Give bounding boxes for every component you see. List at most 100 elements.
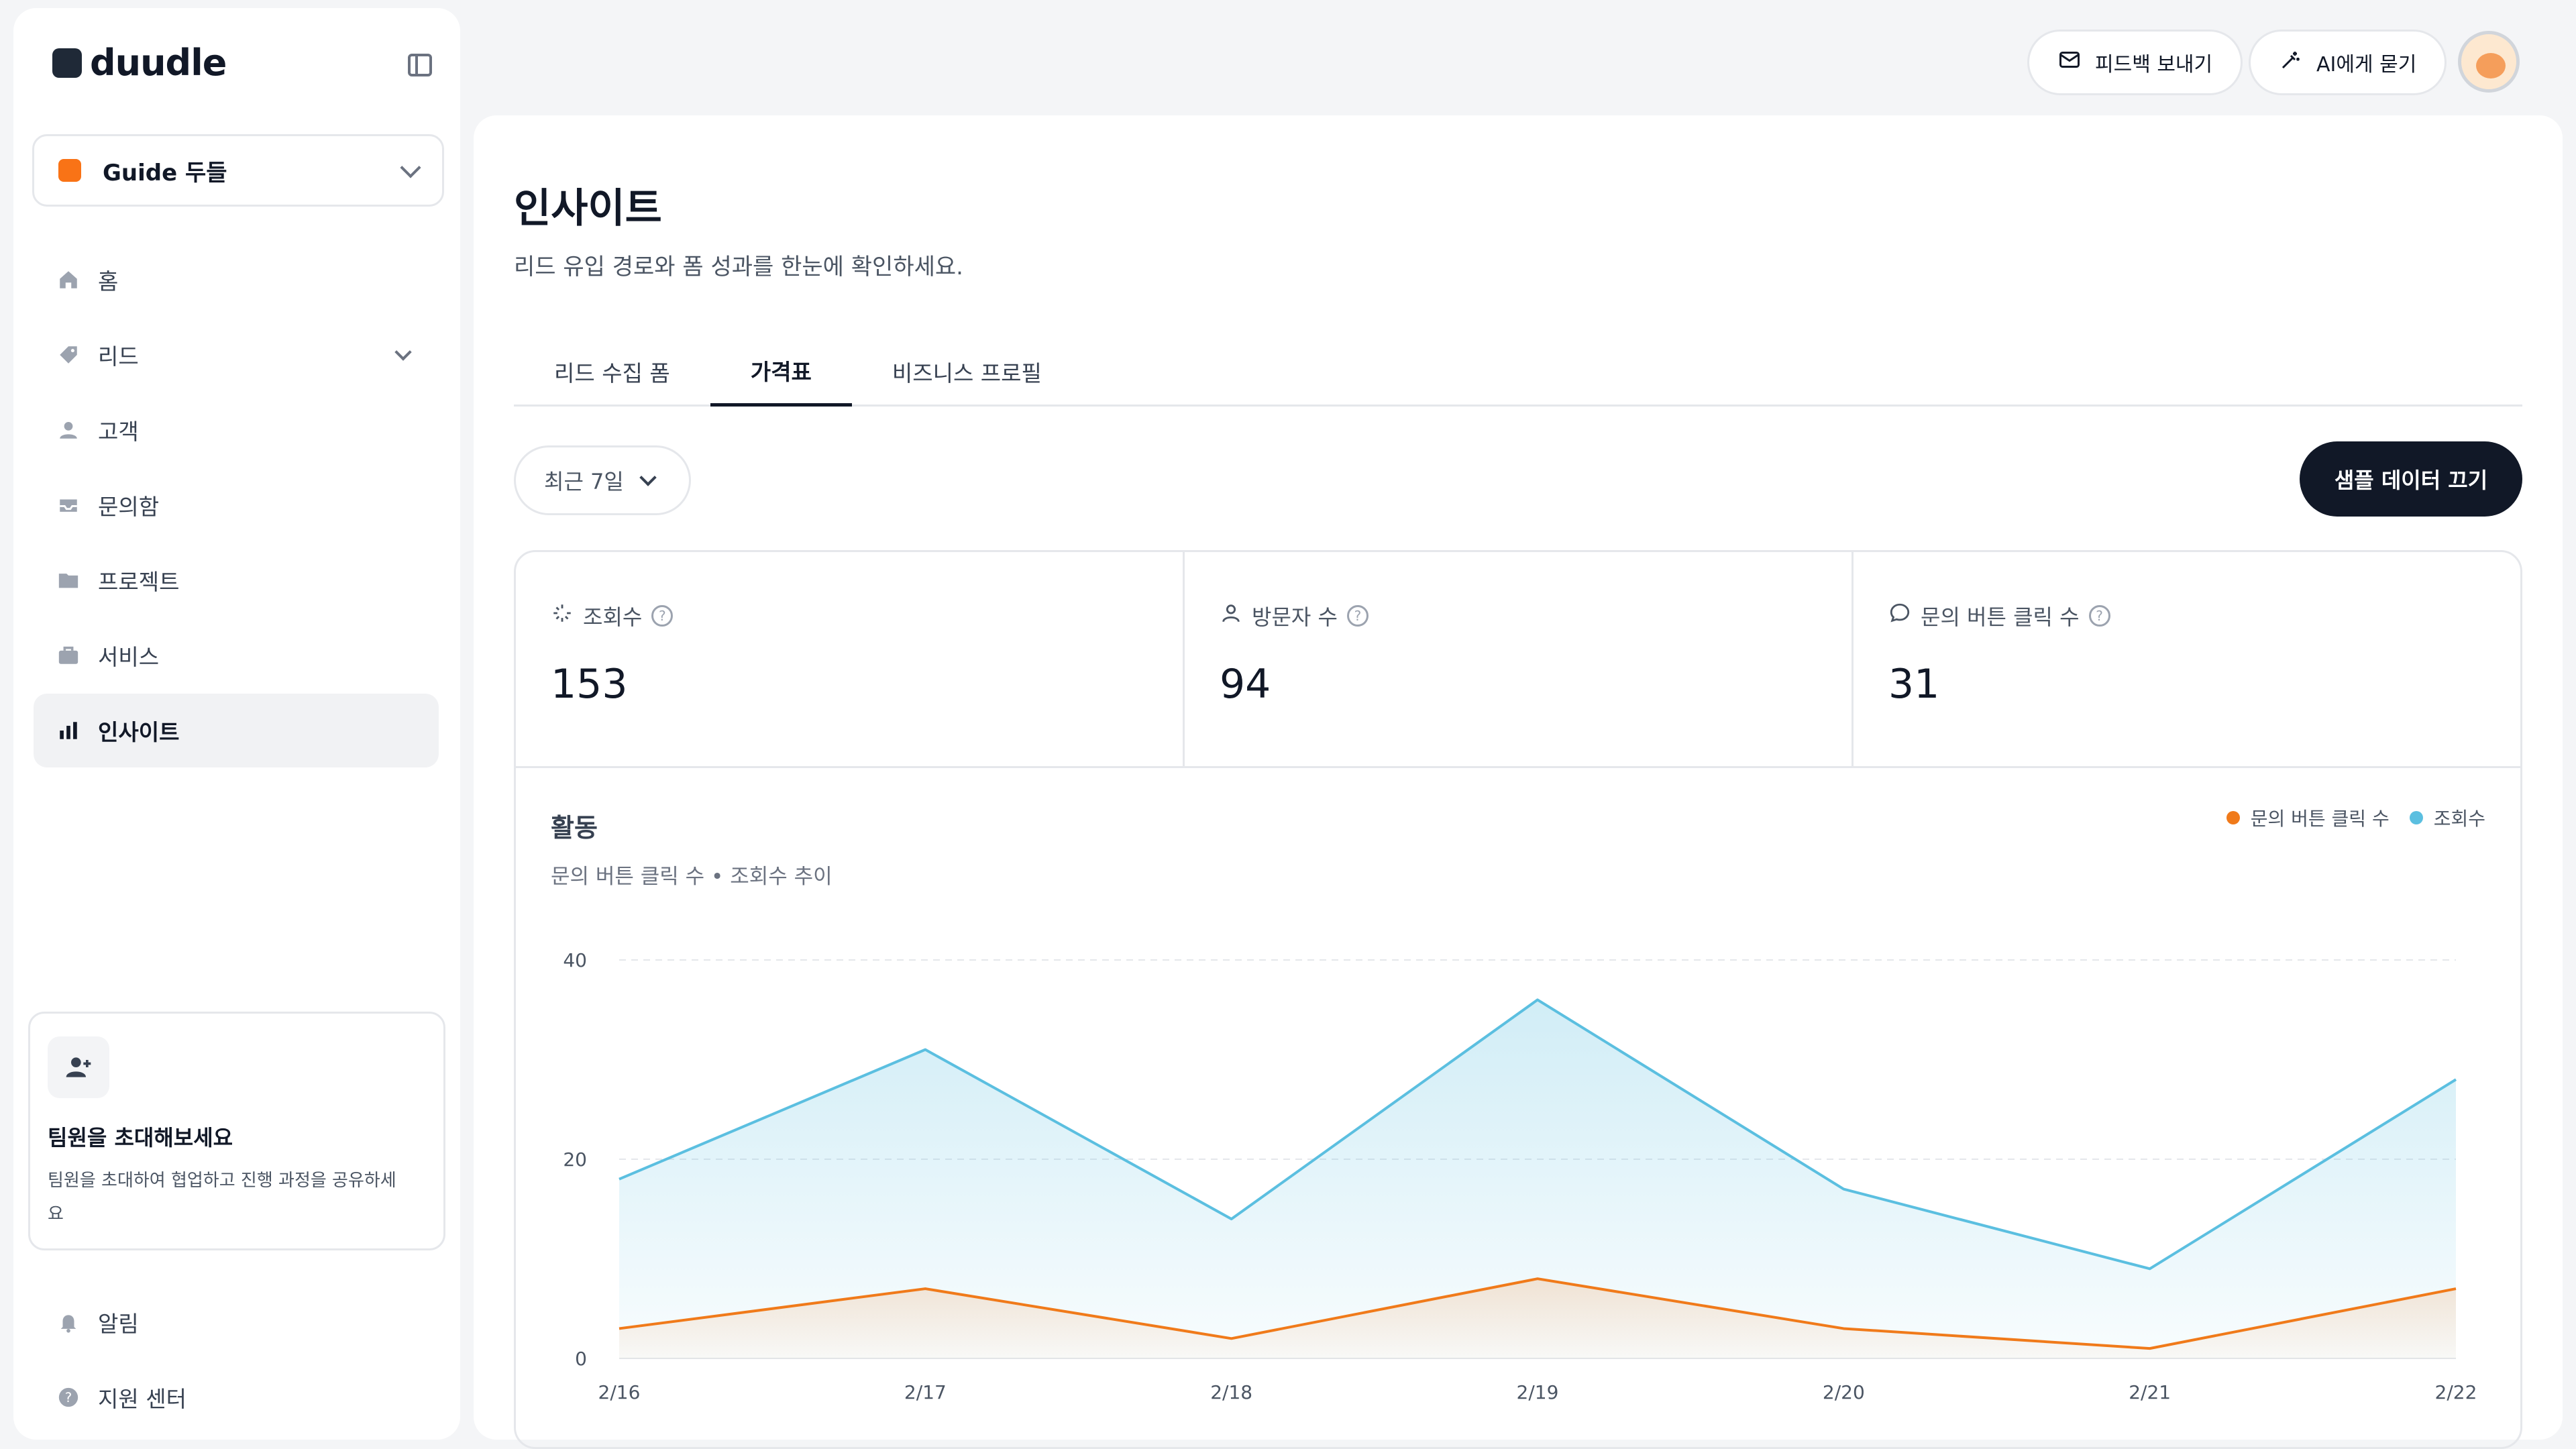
insight-tabs: 리드 수집 폼 가격표 비즈니스 프로필 (514, 337, 2522, 407)
chart-subtitle: 문의 버튼 클릭 수 • 조회수 추이 (551, 865, 833, 889)
period-label: 최근 7일 (544, 469, 624, 494)
main-panel: 인사이트 리드 유입 경로와 폼 성과를 한눈에 확인하세요. 리드 수집 폼 … (474, 115, 2563, 1449)
help-icon[interactable]: ? (1346, 605, 1368, 627)
sidebar-item-label: 인사이트 (98, 719, 180, 745)
sparkle-pen-icon (2279, 48, 2303, 77)
stat-label: 방문자 수 (1252, 604, 1338, 630)
folder-icon (56, 568, 80, 592)
x-tick-label: 2/17 (904, 1381, 947, 1403)
help-icon[interactable]: ? (2088, 605, 2110, 627)
user-outline-icon (1220, 602, 1242, 630)
stats-row: 조회수 ? 153 방문자 수 ? 94 (516, 552, 2520, 768)
user-plus-icon (48, 1036, 109, 1098)
page-subtitle: 리드 유입 경로와 폼 성과를 한눈에 확인하세요. (514, 254, 963, 280)
sidebar-item-projects[interactable]: 프로젝트 (34, 543, 439, 617)
tag-icon (56, 343, 80, 367)
workspace-color-icon (58, 159, 81, 182)
chart-legend: 문의 버튼 클릭 수 조회수 (2226, 804, 2485, 831)
bar-chart-icon (56, 718, 80, 743)
workspace-label: Guide 두들 (103, 159, 227, 186)
bell-icon (56, 1310, 80, 1334)
stat-inquiry-clicks: 문의 버튼 클릭 수 ? 31 (1854, 552, 2520, 766)
ask-ai-button[interactable]: AI에게 묻기 (2249, 30, 2447, 95)
x-tick-label: 2/21 (2129, 1381, 2171, 1403)
sidebar-item-inbox[interactable]: 문의함 (34, 468, 439, 542)
sidebar-item-label: 문의함 (98, 494, 160, 520)
legend-dot-views (2409, 811, 2423, 824)
series-area-views (619, 1000, 2456, 1358)
mail-icon (2057, 48, 2082, 77)
sidebar-item-insights[interactable]: 인사이트 (34, 694, 439, 767)
sidebar-item-leads[interactable]: 리드 (34, 318, 439, 392)
inbox-icon (56, 493, 80, 517)
activity-chart: 0 20 40 2/16 2/17 2/18 2/19 2/20 2/21 2/22 (563, 949, 2477, 1403)
sidebar-item-label: 서비스 (98, 644, 160, 670)
stat-value: 153 (551, 661, 628, 708)
sidebar-nav: 홈 리드 고객 문의함 프로젝트 (34, 243, 439, 769)
sidebar-item-label: 홈 (98, 268, 119, 294)
x-tick-label: 2/16 (598, 1381, 641, 1403)
chevron-down-icon (639, 469, 657, 486)
sidebar-item-label: 지원 센터 (98, 1386, 186, 1412)
legend-item-views: 조회수 (2409, 804, 2485, 831)
stat-label: 문의 버튼 클릭 수 (1921, 604, 2080, 630)
invite-card[interactable]: 팀원을 초대해보세요 팀원을 초대하여 협업하고 진행 과정을 공유하세요 (28, 1012, 445, 1250)
legend-item-clicks: 문의 버튼 클릭 수 (2226, 804, 2390, 831)
x-tick-label: 2/18 (1210, 1381, 1252, 1403)
sidebar-bottom-nav: 알림 ? 지원 센터 (34, 1285, 439, 1436)
chevron-down-icon (400, 157, 421, 178)
sidebar: duudle Guide 두들 홈 리드 고객 (13, 8, 460, 1440)
chart-title: 활동 (551, 813, 598, 843)
page-title: 인사이트 (514, 185, 662, 232)
sidebar-item-services[interactable]: 서비스 (34, 619, 439, 692)
sidebar-item-label: 리드 (98, 343, 139, 370)
stat-visitors: 방문자 수 ? 94 (1185, 552, 1854, 766)
chevron-down-icon[interactable] (394, 343, 412, 361)
x-tick-label: 2/19 (1517, 1381, 1559, 1403)
brand-logo[interactable]: duudle (52, 42, 227, 84)
sidebar-item-label: 고객 (98, 419, 139, 445)
brand-name: duudle (90, 42, 227, 84)
sidebar-item-label: 프로젝트 (98, 569, 180, 595)
feedback-label: 피드백 보내기 (2095, 53, 2213, 76)
sidebar-item-label: 알림 (98, 1311, 139, 1337)
sidebar-item-home[interactable]: 홈 (34, 243, 439, 317)
y-tick-label: 0 (575, 1348, 587, 1370)
sidebar-item-customers[interactable]: 고객 (34, 393, 439, 467)
legend-dot-clicks (2226, 811, 2240, 824)
svg-text:?: ? (65, 1390, 72, 1405)
sidebar-toggle-icon[interactable] (408, 54, 432, 76)
sparkle-icon (551, 602, 574, 630)
user-icon (56, 418, 80, 442)
stat-label: 조회수 (583, 604, 643, 630)
legend-label: 문의 버튼 클릭 수 (2250, 808, 2390, 830)
stat-value: 31 (1888, 661, 1940, 708)
legend-label: 조회수 (2433, 808, 2485, 830)
sidebar-item-notifications[interactable]: 알림 (34, 1285, 439, 1359)
x-tick-label: 2/20 (1823, 1381, 1865, 1403)
help-icon[interactable]: ? (651, 605, 674, 627)
stat-views: 조회수 ? 153 (516, 552, 1185, 766)
briefcase-icon (56, 643, 80, 667)
tab-lead-form[interactable]: 리드 수집 폼 (554, 360, 670, 386)
stat-value: 94 (1220, 661, 1271, 708)
logo-mark-icon (52, 48, 82, 78)
home-icon (56, 268, 80, 292)
period-select[interactable]: 최근 7일 (514, 445, 691, 515)
avatar[interactable] (2458, 31, 2520, 93)
invite-title: 팀원을 초대해보세요 (48, 1125, 233, 1150)
sample-data-toggle-button[interactable]: 샘플 데이터 끄기 (2300, 441, 2522, 517)
chat-bubble-icon (1888, 602, 1911, 630)
tab-business-profile[interactable]: 비즈니스 프로필 (892, 360, 1042, 386)
tab-pricing[interactable]: 가격표 (710, 337, 852, 407)
y-tick-label: 20 (563, 1148, 587, 1171)
x-tick-label: 2/22 (2435, 1381, 2477, 1403)
sidebar-item-support[interactable]: ? 지원 센터 (34, 1360, 439, 1434)
y-tick-label: 40 (563, 949, 587, 971)
workspace-select[interactable]: Guide 두들 (32, 134, 444, 207)
help-circle-icon: ? (56, 1385, 80, 1409)
ask-ai-label: AI에게 묻기 (2316, 53, 2417, 76)
invite-description: 팀원을 초대하여 협업하고 진행 과정을 공유하세요 (48, 1171, 396, 1224)
insight-card: 조회수 ? 153 방문자 수 ? 94 (514, 550, 2522, 1449)
feedback-button[interactable]: 피드백 보내기 (2027, 30, 2243, 95)
